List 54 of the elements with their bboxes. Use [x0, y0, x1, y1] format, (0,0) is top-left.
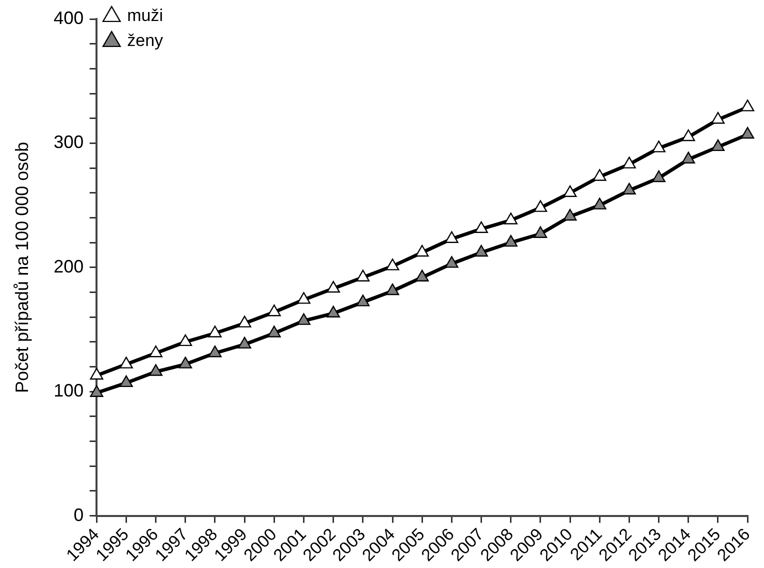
point [622, 182, 636, 195]
y-tick-label: 400 [54, 8, 84, 28]
point [178, 356, 192, 368]
point [504, 212, 518, 224]
point [445, 231, 458, 243]
point [652, 170, 666, 182]
point [592, 198, 606, 210]
point [622, 156, 636, 168]
point [563, 208, 577, 221]
point [238, 316, 252, 328]
point [149, 364, 162, 376]
y-tick-label: 200 [54, 256, 84, 276]
point [504, 234, 518, 247]
point [474, 244, 488, 257]
point [356, 270, 370, 282]
point [208, 326, 222, 338]
point [534, 200, 548, 212]
point [178, 334, 192, 346]
point [326, 306, 340, 318]
point [297, 313, 310, 325]
point [445, 256, 458, 268]
point [208, 346, 222, 358]
point [711, 139, 725, 152]
point [740, 100, 754, 112]
point [682, 129, 696, 142]
y-tick-label: 100 [54, 380, 84, 401]
point [90, 368, 104, 380]
point [415, 244, 429, 257]
point [415, 270, 429, 282]
point [268, 304, 281, 316]
point [563, 185, 577, 197]
legend-label: muži [127, 6, 164, 26]
point [592, 169, 606, 181]
point [326, 280, 340, 293]
point [238, 336, 252, 349]
point [534, 226, 548, 238]
point [120, 356, 133, 368]
point [711, 112, 725, 124]
point [474, 221, 488, 234]
point [297, 292, 310, 304]
point [386, 283, 400, 296]
point [356, 294, 370, 306]
point [682, 152, 696, 164]
y-axis-title: Počet případů na 100 000 osob [12, 142, 32, 394]
y-tick-label: 300 [54, 132, 84, 152]
point [268, 326, 281, 338]
point [149, 346, 162, 358]
point [386, 258, 400, 270]
y-tick-label: 0 [74, 504, 84, 525]
point [652, 140, 666, 152]
point [90, 385, 104, 397]
point [740, 126, 754, 139]
legend-label: ženy [127, 31, 164, 50]
point [120, 375, 133, 388]
